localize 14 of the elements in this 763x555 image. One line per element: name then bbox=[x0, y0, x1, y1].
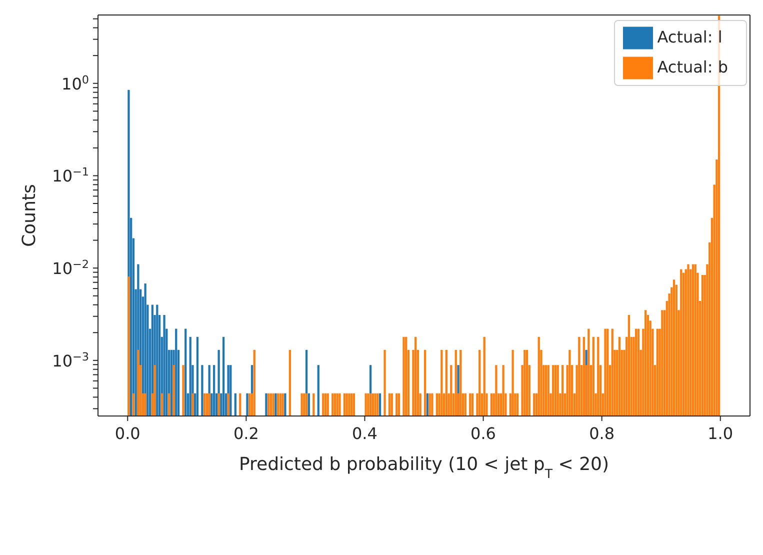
y-tick-label: 10$^{−2}$ bbox=[52, 258, 89, 278]
x-tick-label: 0.6 bbox=[470, 424, 496, 443]
y-tick-label: 10$^{−3}$ bbox=[52, 350, 89, 370]
x-tick-label: 0.0 bbox=[114, 424, 140, 443]
y-tick-label: 10$^{−1}$ bbox=[52, 165, 89, 186]
legend-label: Actual: b bbox=[657, 57, 728, 76]
x-tick-label: 0.8 bbox=[589, 424, 615, 443]
x-tick-label: 0.4 bbox=[352, 424, 378, 443]
x-axis-title: Predicted b probability (10 < jet p$_{T}$ < 20) bbox=[238, 454, 610, 480]
x-tick-label: 1.0 bbox=[708, 424, 734, 443]
x-tick-label: 0.2 bbox=[233, 424, 259, 443]
y-axis-title: Counts bbox=[18, 184, 40, 247]
legend-label: Actual: l bbox=[657, 27, 722, 46]
y-tick-label: 10$^{0}$ bbox=[62, 72, 89, 94]
